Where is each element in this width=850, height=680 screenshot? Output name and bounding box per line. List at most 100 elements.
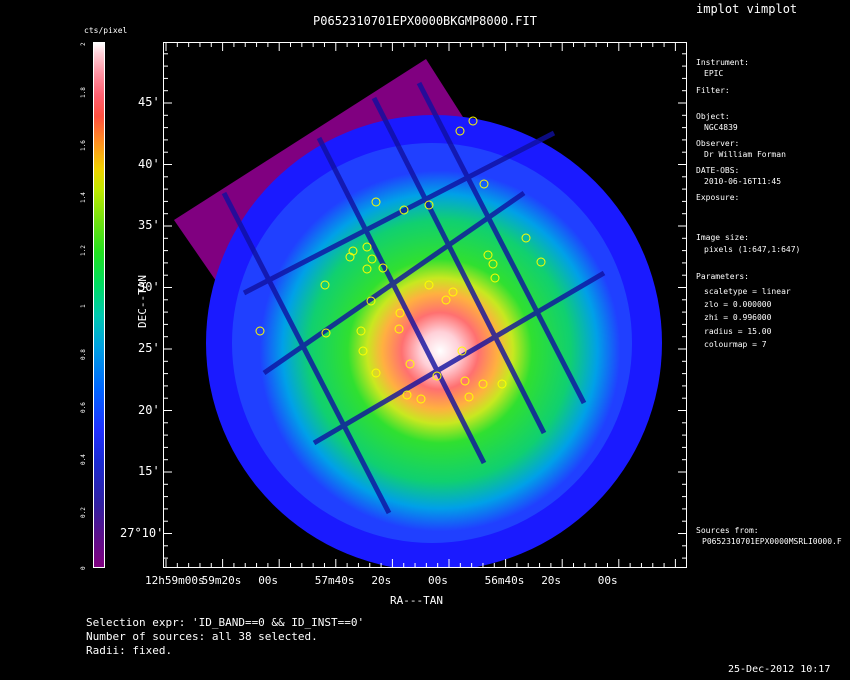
parameter-line: scaletype = linear: [704, 287, 791, 296]
source-count: Number of sources: all 38 selected.: [86, 630, 318, 643]
parameter-line: colourmap = 7: [704, 340, 767, 349]
source-marker: [366, 296, 376, 306]
colorbar-title: cts/pixel: [84, 26, 128, 35]
source-marker: [371, 368, 381, 378]
y-axis-label: DEC--TAN: [136, 275, 149, 328]
colorbar-tick-label: 0: [80, 566, 87, 570]
source-marker: [457, 346, 467, 356]
observer-value: Dr William Forman: [704, 150, 786, 159]
source-marker: [358, 346, 368, 356]
sources-file: P0652310701EPX0000MSRLI0000.F: [702, 537, 842, 546]
image-size-value: pixels (1:647,1:647): [704, 245, 801, 254]
y-tick-label: 30': [138, 279, 160, 294]
image-panel[interactable]: [163, 42, 733, 571]
source-marker: [483, 250, 493, 260]
x-ticks: [165, 43, 733, 567]
y-tick-label: 35': [138, 218, 160, 232]
source-marker: [395, 308, 405, 318]
colorbar-tick-label: 1: [80, 304, 87, 308]
colorbar-tick-label: 0.4: [80, 454, 87, 466]
x-axis-label: RA---TAN: [390, 594, 443, 607]
source-marker: [441, 295, 451, 305]
filter-label: Filter:: [696, 86, 730, 95]
source-marker: [464, 392, 474, 402]
source-marker: [455, 126, 465, 136]
image-size-label: Image size:: [696, 233, 749, 242]
source-marker: [320, 280, 330, 290]
x-tick-label: 20s: [371, 574, 392, 587]
y-tick-label: 27°10': [120, 525, 164, 540]
radii-mode: Radii: fixed.: [86, 644, 173, 657]
source-marker: [362, 264, 372, 274]
colorbar: [93, 42, 105, 568]
x-tick-label: 56m40s: [484, 574, 525, 587]
source-marker: [348, 246, 358, 256]
colorbar-tick-label: 1.8: [80, 87, 87, 99]
source-marker: [356, 326, 366, 336]
object-label: Object:: [696, 112, 730, 121]
date-label: DATE-OBS:: [696, 166, 740, 175]
parameters-label: Parameters:: [696, 272, 749, 281]
source-marker: [521, 233, 531, 243]
plot-title: P0652310701EPX0000BKGMP8000.FIT: [313, 14, 537, 28]
selection-expr: Selection expr: 'ID_BAND==0 && ID_INST==…: [86, 616, 365, 629]
source-marker: [424, 280, 434, 290]
source-marker: [255, 326, 265, 336]
y-ticks: [164, 53, 686, 559]
source-marker: [345, 252, 355, 262]
source-marker: [394, 324, 404, 334]
source-marker: [479, 179, 489, 189]
parameter-line: zhi = 0.996000: [704, 313, 772, 322]
instrument-value: EPIC: [704, 69, 724, 78]
source-marker: [321, 328, 331, 338]
x-tick-label: 12h59m00s: [145, 574, 205, 587]
source-marker: [448, 287, 458, 297]
x-tick-label: 20s: [541, 574, 562, 587]
xray-image: [164, 43, 733, 571]
sources-label: Sources from:: [696, 526, 759, 535]
source-marker: [497, 379, 507, 389]
timestamp: 25-Dec-2012 10:17: [728, 664, 831, 675]
colorbar-tick-label: 1.4: [80, 192, 87, 204]
y-tick-label: 20': [138, 402, 160, 417]
colorbar-tick-label: 2: [80, 42, 87, 46]
observer-label: Observer:: [696, 139, 740, 148]
y-tick-label: 40': [138, 156, 160, 171]
y-tick-label: 15': [138, 464, 160, 478]
colorbar-tick-label: 0.6: [80, 401, 87, 413]
source-marker: [536, 257, 546, 267]
x-tick-label: 00s: [428, 574, 448, 587]
x-tick-label: 00s: [597, 574, 618, 587]
exposure-label: Exposure:: [696, 193, 740, 202]
source-marker: [371, 197, 381, 207]
source-marker: [478, 379, 488, 389]
x-tick-label: 57m40s: [314, 574, 355, 587]
source-marker: [399, 205, 409, 215]
source-marker: [468, 116, 478, 126]
colorbar-tick-label: 1.6: [80, 139, 87, 151]
object-value: NGC4839: [704, 123, 738, 132]
window-title: implot vimplot: [696, 2, 798, 16]
x-tick-label: 00s: [258, 574, 279, 587]
instrument-label: Instrument:: [696, 58, 749, 67]
colorbar-tick-label: 0.2: [80, 506, 87, 518]
source-markers: [255, 116, 546, 404]
exposure-map: [174, 59, 662, 571]
y-tick-label: 25': [138, 341, 160, 355]
source-marker: [367, 254, 377, 264]
y-tick-label: 45': [138, 95, 160, 109]
source-marker: [490, 273, 500, 283]
source-marker: [405, 359, 415, 369]
source-marker: [402, 390, 412, 400]
parameter-line: radius = 15.00: [704, 327, 772, 336]
source-marker: [488, 259, 498, 269]
parameter-line: zlo = 0.000000: [704, 300, 772, 309]
colorbar-tick-label: 0.8: [80, 349, 87, 361]
source-marker: [432, 371, 442, 381]
x-tick-label: 59m20s: [201, 574, 242, 587]
date-value: 2010-06-16T11:45: [704, 177, 782, 186]
source-marker: [416, 394, 426, 404]
source-marker: [362, 242, 372, 252]
source-marker: [460, 376, 470, 386]
colorbar-tick-label: 1.2: [80, 244, 87, 256]
